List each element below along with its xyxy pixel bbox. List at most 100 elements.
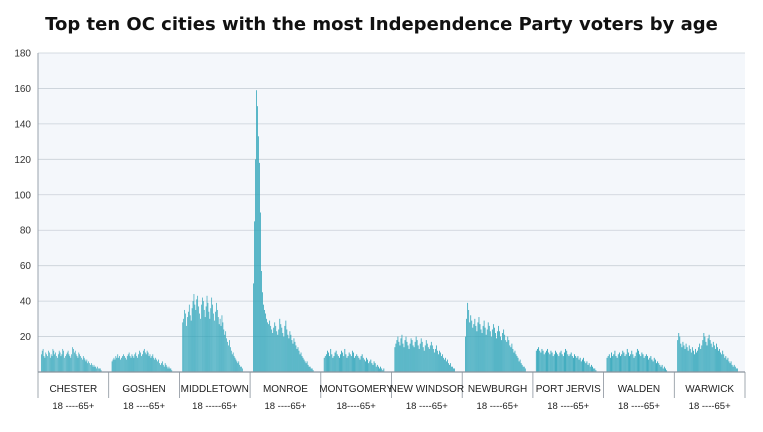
bar xyxy=(170,368,172,372)
bar xyxy=(229,340,230,372)
bar xyxy=(446,361,447,372)
bar xyxy=(74,352,75,372)
bar xyxy=(265,313,266,372)
bar xyxy=(276,331,278,372)
bar xyxy=(706,345,708,372)
bar xyxy=(195,309,197,372)
bar xyxy=(620,356,621,372)
bar xyxy=(625,354,627,372)
bar xyxy=(485,334,487,372)
bar xyxy=(337,356,339,372)
y-tick-label: 160 xyxy=(14,84,31,95)
bar xyxy=(410,338,412,372)
bar xyxy=(90,363,92,372)
bar xyxy=(537,348,538,372)
bar xyxy=(434,348,436,372)
bar xyxy=(569,354,571,372)
bar xyxy=(299,354,301,372)
bar xyxy=(154,359,156,372)
bar xyxy=(719,348,720,372)
bar xyxy=(679,336,681,372)
bar xyxy=(286,329,288,372)
bar xyxy=(257,106,258,373)
bar xyxy=(148,356,150,372)
bar xyxy=(660,366,662,372)
bar xyxy=(621,354,623,372)
bar xyxy=(273,327,275,372)
bar xyxy=(480,329,482,372)
category-label: MONTGOMERY xyxy=(319,384,393,395)
bar xyxy=(560,350,562,372)
bar xyxy=(150,357,152,372)
bar xyxy=(281,327,283,372)
bar xyxy=(513,352,515,372)
bar xyxy=(312,370,314,372)
bar xyxy=(730,361,732,372)
bar xyxy=(613,354,615,372)
bar xyxy=(565,348,566,372)
bar xyxy=(163,366,165,372)
bar xyxy=(553,354,555,372)
bar xyxy=(64,357,65,372)
bar xyxy=(548,352,550,372)
bar xyxy=(329,356,331,372)
bar xyxy=(255,159,256,372)
bar xyxy=(75,354,77,372)
bar xyxy=(203,309,205,372)
bar xyxy=(70,357,72,372)
bar xyxy=(284,325,286,372)
bar xyxy=(118,357,120,372)
bar xyxy=(324,356,326,372)
bar xyxy=(474,318,476,372)
bar xyxy=(220,325,222,372)
y-tick-label: 120 xyxy=(14,155,31,166)
category-labels: CHESTER 18 ----65+ GOSHEN 18 ----65+ MIDDLET… xyxy=(37,372,746,412)
bar xyxy=(641,352,643,372)
bar xyxy=(684,348,686,372)
bar xyxy=(211,297,213,372)
bar xyxy=(187,317,188,372)
bar xyxy=(473,324,475,372)
bar xyxy=(500,336,501,372)
bar xyxy=(43,356,45,372)
bar xyxy=(57,357,58,372)
bar xyxy=(224,334,226,372)
age-range-label: 18 ----65+ xyxy=(618,401,660,412)
bar xyxy=(521,364,523,372)
bar xyxy=(522,366,524,372)
bar xyxy=(616,357,618,372)
bar xyxy=(704,336,706,372)
bar xyxy=(230,347,231,372)
bar xyxy=(340,354,341,372)
bar xyxy=(510,347,512,372)
bar xyxy=(269,320,271,372)
bar xyxy=(100,370,102,372)
bar xyxy=(98,368,99,372)
bar xyxy=(328,352,329,372)
bar xyxy=(425,340,427,372)
bar xyxy=(472,327,474,372)
bar xyxy=(137,357,139,372)
bar xyxy=(546,350,547,372)
bar xyxy=(294,341,296,372)
bar xyxy=(658,363,660,372)
bar xyxy=(568,356,570,372)
bar xyxy=(717,347,718,372)
bar xyxy=(451,366,452,372)
bar xyxy=(77,357,79,372)
bar xyxy=(99,368,100,372)
bar xyxy=(444,359,445,372)
bar xyxy=(188,304,190,372)
bar xyxy=(724,357,726,372)
bar xyxy=(347,356,349,372)
bar xyxy=(396,340,398,372)
bar xyxy=(80,356,81,372)
y-axis-tick-labels: 20 40 60 80 100 120 140 160 180 xyxy=(14,49,31,344)
bar xyxy=(143,348,145,372)
bar xyxy=(723,354,725,372)
bar xyxy=(227,341,228,372)
bar xyxy=(559,352,561,372)
bar xyxy=(663,366,665,372)
bar xyxy=(429,345,431,372)
bar xyxy=(589,366,591,372)
